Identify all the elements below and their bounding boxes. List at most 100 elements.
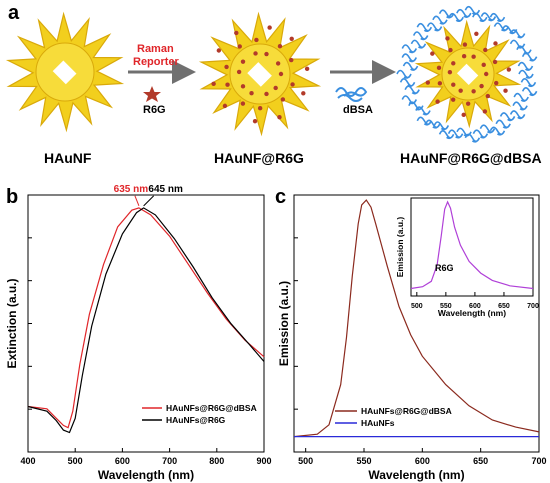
x-tick-label: 500	[68, 456, 83, 466]
protein-strand	[432, 15, 448, 25]
x-tick-label: 650	[498, 303, 510, 310]
protein-strand	[401, 44, 418, 54]
protein-strand	[518, 69, 534, 79]
label-haunf: HAuNF	[44, 150, 92, 166]
r6g-star	[240, 84, 246, 89]
protein-strand	[402, 61, 419, 71]
inset-r6g-label: R6G	[435, 263, 454, 273]
annotation-635-pointer	[134, 195, 140, 207]
r6g-star	[225, 82, 230, 87]
r6g-star	[301, 91, 306, 96]
r6g-star	[484, 71, 489, 77]
r6g-label: R6G	[143, 104, 166, 116]
protein-strand	[513, 92, 529, 102]
raman-reporter-line1: Raman	[137, 43, 174, 55]
x-axis-label: Wavelength (nm)	[368, 468, 464, 482]
r6g-star	[437, 81, 443, 86]
x-tick-label: 600	[415, 456, 430, 466]
label-haunf-r6g-dbsa: HAuNF@R6G@dBSA	[400, 150, 542, 166]
r6g-star	[436, 65, 442, 71]
r6g-star	[506, 67, 512, 72]
legend-entry: HAuNFs@R6G@dBSA	[166, 403, 257, 413]
r6g-star	[216, 48, 222, 53]
r6g-star	[451, 82, 456, 87]
dbsa-label: dBSA	[343, 104, 373, 116]
protein-strand	[480, 12, 497, 22]
r6g-star	[471, 54, 476, 59]
r6g-star	[240, 101, 246, 106]
protein-strand	[499, 112, 516, 122]
r6g-star	[471, 89, 476, 94]
protein-strand	[416, 116, 433, 126]
x-tick-label: 700	[527, 303, 539, 310]
nanoflower-bare	[5, 11, 125, 133]
protein-strand	[512, 101, 528, 111]
x-tick-label: 500	[411, 303, 423, 310]
panel-a-schematic	[5, 5, 538, 143]
r6g-star	[222, 103, 228, 109]
x-tick-label: 500	[298, 456, 313, 466]
panel-b-letter: b	[6, 186, 19, 208]
protein-strand	[516, 45, 532, 55]
label-haunf-r6g: HAuNF@R6G	[214, 150, 304, 166]
protein-strand	[495, 119, 511, 129]
x-tick-label: 650	[473, 456, 488, 466]
x-tick-label: 900	[256, 456, 271, 466]
protein-strand	[493, 22, 510, 32]
r6g-star	[485, 93, 491, 99]
protein-strand	[438, 9, 455, 19]
r6g-star	[492, 59, 498, 65]
x-tick-label: 800	[209, 456, 224, 466]
r6g-star	[277, 44, 283, 49]
core-hole	[456, 63, 479, 86]
y-axis-label: Extinction (a.u.)	[5, 278, 19, 368]
protein-strand	[472, 12, 488, 22]
annotation-645nm: 645 nm	[148, 184, 183, 195]
series-line	[293, 199, 540, 438]
r6g-star	[481, 62, 486, 68]
protein-strand	[401, 53, 417, 63]
r6g-star	[304, 66, 310, 72]
r6g-star	[273, 85, 278, 91]
protein-strand	[509, 110, 526, 120]
protein-strand	[479, 124, 496, 134]
protein-strand	[438, 130, 455, 140]
plot-frame	[410, 197, 534, 297]
x-tick-label: 400	[20, 456, 35, 466]
protein-strand	[412, 31, 429, 41]
r6g-star	[264, 91, 269, 97]
r6g-star	[483, 47, 488, 53]
r6g-star	[461, 112, 466, 118]
r6g-star	[264, 51, 269, 57]
protein-strand	[401, 95, 418, 105]
protein-strand	[456, 8, 472, 18]
r6g-star	[435, 99, 440, 104]
dbsa-protein-icon	[335, 87, 368, 102]
protein-strand	[399, 78, 416, 88]
r6g-star	[425, 80, 431, 85]
r6g-star	[224, 64, 229, 70]
annotation-635nm: 635 nm	[114, 184, 149, 195]
legend-entry: HAuNFs@R6G@dBSA	[361, 406, 452, 416]
protein-strand	[410, 39, 427, 49]
x-tick-label: 700	[162, 456, 177, 466]
r6g-star	[234, 30, 239, 36]
r6g-star	[482, 109, 488, 114]
plot-frame	[27, 194, 265, 453]
protein-strand	[472, 129, 489, 139]
protein-strand	[520, 78, 537, 88]
r6g-star	[275, 61, 281, 66]
x-tick-label: 550	[440, 303, 452, 310]
r6g-star	[465, 101, 471, 106]
series-line	[27, 207, 265, 429]
r6g-star	[462, 42, 468, 47]
annotation-645-pointer	[143, 195, 154, 207]
r6g-star	[253, 51, 258, 56]
r6g-star	[289, 57, 294, 63]
x-axis-label: Wavelength (nm)	[438, 308, 506, 318]
x-tick-label: 600	[115, 456, 130, 466]
protein-strand	[433, 121, 450, 131]
protein-strand	[426, 22, 443, 32]
protein-strand	[425, 119, 441, 129]
panel-a-letter: a	[8, 2, 20, 24]
